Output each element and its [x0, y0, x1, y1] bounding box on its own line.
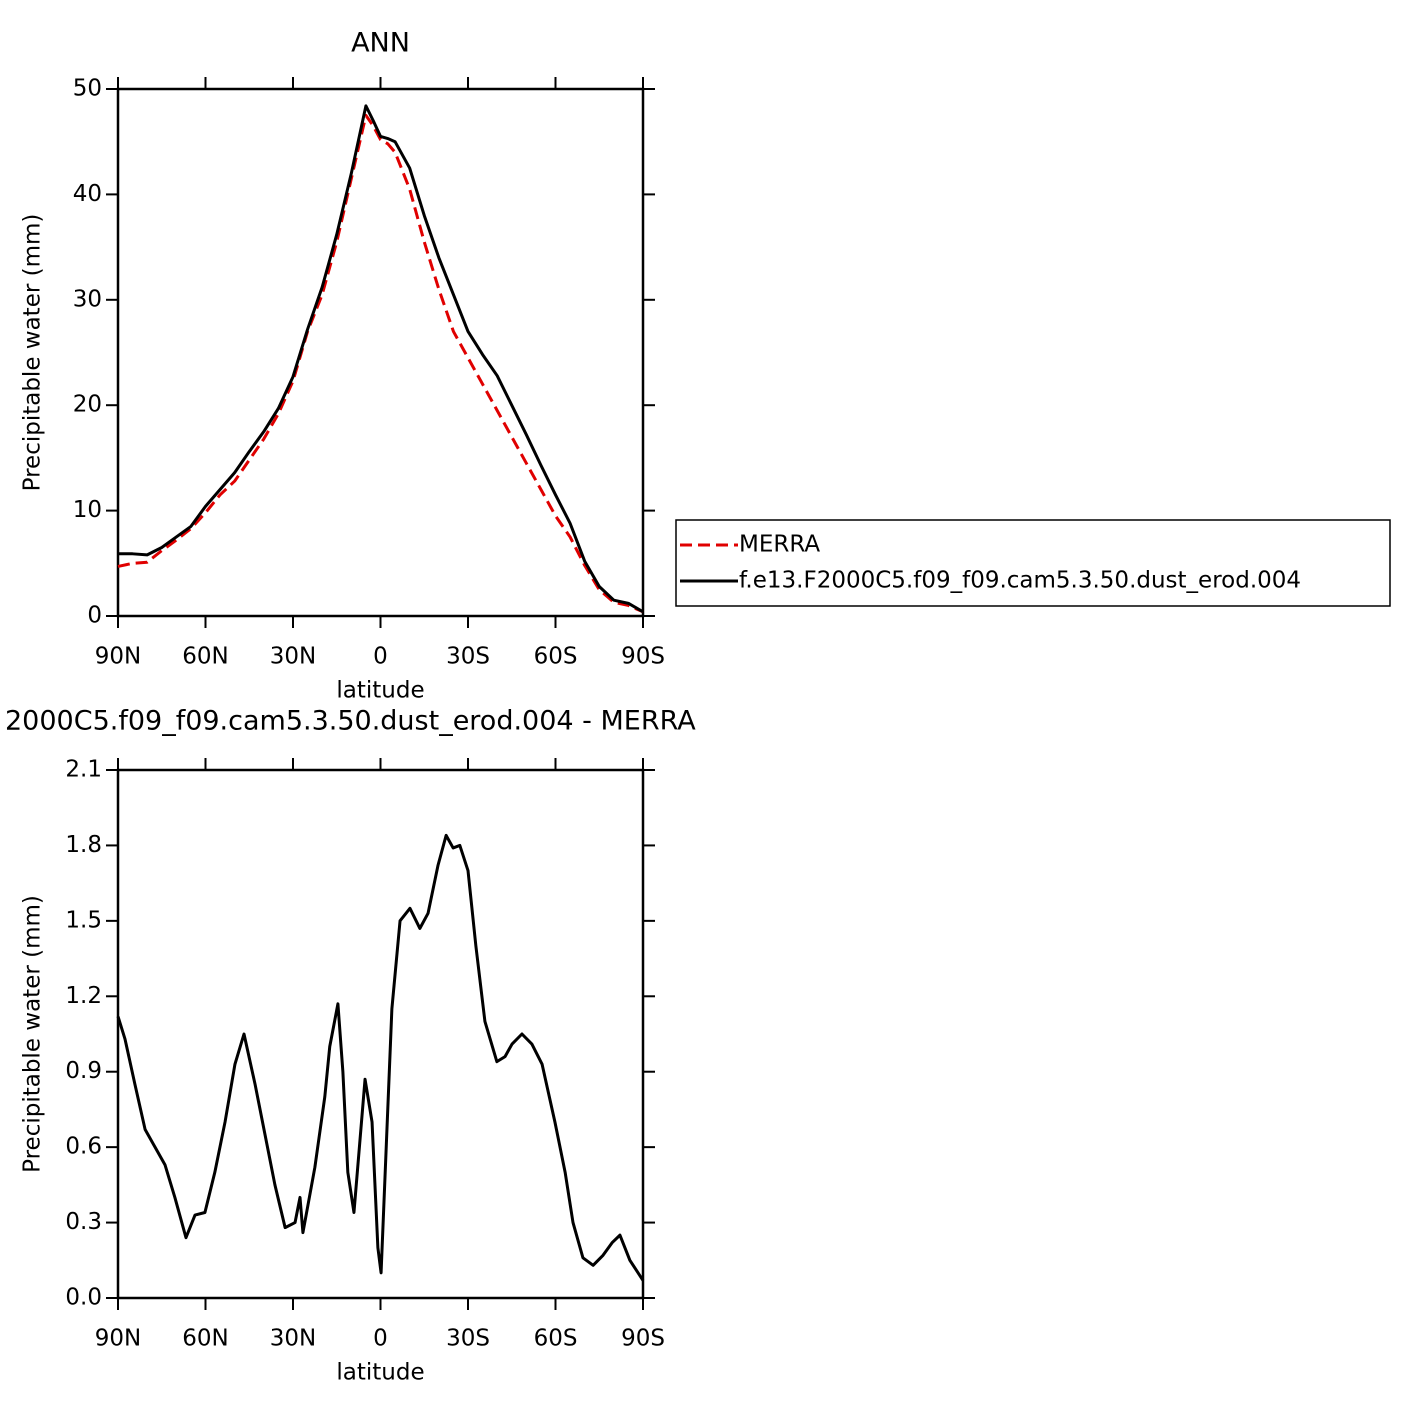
x-axis-label: latitude: [336, 678, 424, 704]
x-tick-label: 60S: [534, 1326, 578, 1352]
x-tick-label: 60N: [182, 644, 228, 670]
y-tick-label: 30: [73, 286, 102, 312]
x-tick-label: 60N: [182, 1326, 228, 1352]
y-tick-label: 0.0: [65, 1285, 102, 1311]
x-tick-label: 90N: [95, 1326, 141, 1352]
y-tick-label: 1.8: [65, 832, 102, 858]
y-tick-label: 40: [73, 181, 102, 207]
y-axis-label: Precipitable water (mm): [20, 895, 46, 1173]
x-tick-label: 0: [373, 644, 388, 670]
x-tick-label: 90N: [95, 644, 141, 670]
y-tick-label: 0: [87, 603, 102, 629]
x-tick-label: 90S: [621, 644, 665, 670]
y-tick-label: 2.1: [65, 757, 102, 783]
y-tick-label: 0.3: [65, 1209, 102, 1235]
plot-frame: [116, 87, 645, 618]
x-tick-label: 30S: [446, 644, 490, 670]
x-tick-label: 30N: [270, 644, 316, 670]
y-axis-label: Precipitable water (mm): [20, 214, 46, 492]
x-axis-label: latitude: [336, 1360, 424, 1386]
y-tick-label: 1.5: [65, 907, 102, 933]
y-tick-label: 0.9: [65, 1058, 102, 1084]
data-line: [118, 104, 644, 614]
y-tick-label: 20: [73, 392, 102, 418]
legend-label: MERRA: [739, 532, 820, 558]
y-tick-label: 0.6: [65, 1134, 102, 1160]
x-tick-label: 30S: [446, 1326, 490, 1352]
y-tick-label: 10: [73, 497, 102, 523]
x-tick-label: 90S: [621, 1326, 665, 1352]
legend-box: [675, 519, 1391, 607]
plot-frame: [116, 768, 645, 1300]
chart-title: ANN: [351, 28, 410, 59]
x-tick-label: 30N: [270, 1326, 316, 1352]
chart-title: 2000C5.f09_f09.cam5.3.50.dust_erod.004 -…: [5, 706, 696, 737]
data-line: [116, 833, 645, 1282]
data-line: [117, 113, 644, 614]
x-tick-label: 0: [373, 1326, 388, 1352]
y-tick-label: 1.2: [65, 983, 102, 1009]
legend-label: f.e13.F2000C5.f09_f09.cam5.3.50.dust_ero…: [739, 568, 1301, 594]
y-tick-label: 50: [73, 76, 102, 102]
x-tick-label: 60S: [534, 644, 578, 670]
